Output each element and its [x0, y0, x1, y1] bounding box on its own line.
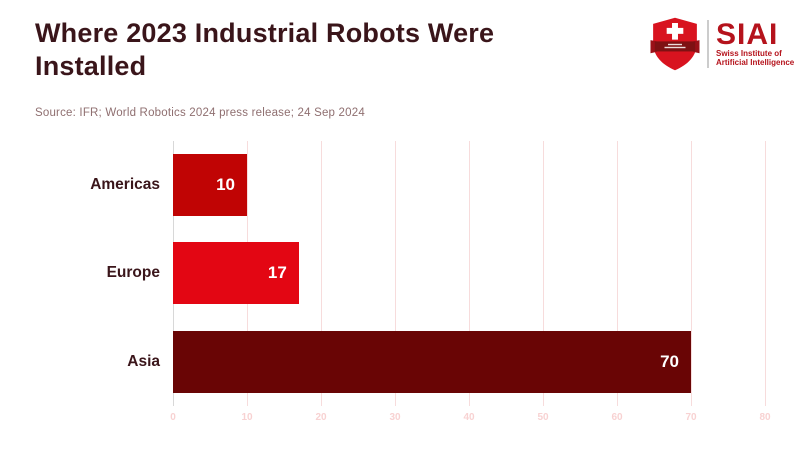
bar-area-europe: 17	[173, 242, 765, 305]
gridline-20	[321, 141, 322, 406]
bar-chart: Americas 10 Europe 17 Asia 70 0 10 20 30 40 50 60 70…	[0, 141, 800, 441]
gridline-50	[543, 141, 544, 406]
x-tick-label-70: 70	[685, 412, 697, 423]
gridline-40	[469, 141, 470, 406]
x-tick-label-60: 60	[611, 412, 623, 423]
logo-acronym: SIAI	[716, 17, 779, 51]
x-tick-label-0: 0	[170, 412, 176, 423]
chart-rows: Americas 10 Europe 17 Asia 70	[0, 141, 800, 406]
siai-logo: SIAI Swiss Institute of Artificial Intel…	[648, 16, 794, 72]
category-label-americas: Americas	[90, 176, 160, 194]
gridline-60	[617, 141, 618, 406]
bar-value-europe: 17	[267, 263, 287, 283]
logo-subtitle-line1: Swiss Institute of	[716, 48, 782, 58]
logo-divider	[707, 20, 709, 68]
chart-row-europe: Europe 17	[0, 229, 800, 317]
logo-text: SIAI Swiss Institute of Artificial Intel…	[716, 17, 795, 68]
logo-subtitle-line2: Artificial Intelligence	[716, 58, 795, 67]
page-title: Where 2023 Industrial Robots Were Instal…	[35, 18, 495, 81]
x-tick-label-80: 80	[759, 412, 771, 423]
gridline-80	[765, 141, 766, 406]
x-tick-label-10: 10	[241, 412, 253, 423]
x-tick-label-50: 50	[537, 412, 549, 423]
x-tick-label-20: 20	[315, 412, 327, 423]
chart-row-americas: Americas 10	[0, 141, 800, 229]
chart-row-asia: Asia 70	[0, 318, 800, 406]
bar-value-americas: 10	[216, 175, 235, 195]
bar-area-americas: 10	[173, 154, 765, 217]
gridline-70	[691, 141, 692, 406]
x-tick-label-40: 40	[463, 412, 475, 423]
gridline-30	[395, 141, 396, 406]
bar-europe: 17	[173, 242, 299, 305]
category-label-asia: Asia	[127, 352, 160, 370]
source-caption: Source: IFR; World Robotics 2024 press r…	[35, 107, 365, 119]
siai-shield-icon	[650, 17, 700, 71]
bar-americas: 10	[173, 154, 247, 217]
x-axis: 0 10 20 30 40 50 60 70 80	[170, 412, 770, 428]
category-label-europe: Europe	[106, 264, 160, 282]
bar-asia: 70	[173, 330, 691, 393]
bar-area-asia: 70	[173, 330, 765, 393]
bar-value-asia: 70	[660, 351, 679, 371]
x-tick-label-30: 30	[389, 412, 401, 423]
